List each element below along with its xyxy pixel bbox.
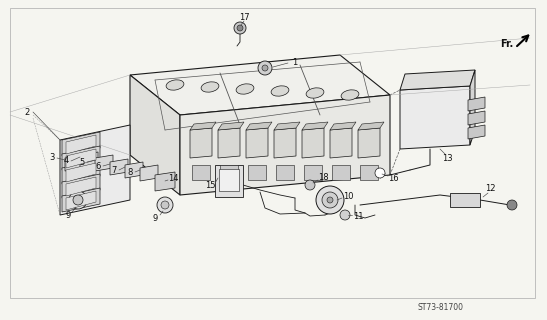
Polygon shape bbox=[65, 155, 83, 171]
Polygon shape bbox=[180, 95, 390, 195]
Bar bbox=[450, 193, 480, 207]
Text: Fr.: Fr. bbox=[501, 39, 514, 49]
Polygon shape bbox=[246, 122, 272, 130]
Polygon shape bbox=[330, 128, 352, 158]
Polygon shape bbox=[400, 86, 470, 149]
Polygon shape bbox=[66, 163, 96, 182]
Ellipse shape bbox=[271, 86, 289, 96]
Text: 4: 4 bbox=[63, 156, 68, 164]
Polygon shape bbox=[62, 188, 100, 212]
Circle shape bbox=[322, 192, 338, 208]
Circle shape bbox=[73, 195, 83, 205]
Circle shape bbox=[375, 168, 385, 178]
Bar bbox=[360, 165, 378, 180]
Circle shape bbox=[316, 186, 344, 214]
Polygon shape bbox=[125, 162, 143, 178]
Polygon shape bbox=[62, 160, 100, 184]
Polygon shape bbox=[60, 125, 130, 215]
Ellipse shape bbox=[201, 82, 219, 92]
Bar bbox=[248, 165, 266, 180]
Circle shape bbox=[161, 201, 169, 209]
Text: 3: 3 bbox=[49, 153, 55, 162]
Polygon shape bbox=[66, 191, 96, 210]
Polygon shape bbox=[468, 97, 485, 111]
Polygon shape bbox=[302, 128, 324, 158]
Text: 7: 7 bbox=[111, 165, 117, 174]
Polygon shape bbox=[218, 128, 240, 158]
Polygon shape bbox=[358, 122, 384, 130]
Polygon shape bbox=[302, 122, 328, 130]
Circle shape bbox=[327, 197, 333, 203]
Text: 14: 14 bbox=[168, 173, 178, 182]
Polygon shape bbox=[95, 155, 113, 171]
Polygon shape bbox=[218, 122, 244, 130]
Bar bbox=[192, 165, 210, 180]
Polygon shape bbox=[110, 159, 128, 175]
Text: 18: 18 bbox=[318, 172, 328, 181]
Circle shape bbox=[69, 191, 87, 209]
Circle shape bbox=[157, 197, 173, 213]
Ellipse shape bbox=[166, 80, 184, 90]
Text: 8: 8 bbox=[127, 167, 133, 177]
Polygon shape bbox=[80, 152, 98, 168]
Polygon shape bbox=[470, 70, 475, 145]
Polygon shape bbox=[130, 55, 390, 115]
Polygon shape bbox=[66, 177, 96, 196]
Polygon shape bbox=[468, 125, 485, 139]
Polygon shape bbox=[468, 111, 485, 125]
Circle shape bbox=[262, 65, 268, 71]
Bar bbox=[332, 165, 350, 180]
Text: 17: 17 bbox=[238, 12, 249, 21]
Text: 9: 9 bbox=[66, 211, 71, 220]
Bar bbox=[219, 169, 239, 191]
Text: 15: 15 bbox=[205, 180, 216, 189]
Bar bbox=[215, 165, 243, 197]
Polygon shape bbox=[400, 70, 475, 90]
Circle shape bbox=[340, 210, 350, 220]
Polygon shape bbox=[358, 128, 380, 158]
Polygon shape bbox=[62, 146, 100, 170]
Polygon shape bbox=[155, 172, 175, 191]
Polygon shape bbox=[274, 128, 296, 158]
Text: 6: 6 bbox=[95, 162, 101, 171]
Circle shape bbox=[305, 180, 315, 190]
Text: 2: 2 bbox=[25, 108, 30, 116]
Polygon shape bbox=[330, 122, 356, 130]
Polygon shape bbox=[140, 165, 158, 181]
Text: 9: 9 bbox=[153, 213, 158, 222]
Text: 5: 5 bbox=[79, 157, 85, 166]
Circle shape bbox=[258, 61, 272, 75]
Polygon shape bbox=[62, 132, 100, 156]
Text: ST73-81700: ST73-81700 bbox=[417, 303, 463, 313]
Circle shape bbox=[237, 25, 243, 31]
Ellipse shape bbox=[306, 88, 324, 98]
Polygon shape bbox=[274, 122, 300, 130]
Polygon shape bbox=[190, 122, 216, 130]
Circle shape bbox=[234, 22, 246, 34]
Text: 12: 12 bbox=[485, 183, 495, 193]
Polygon shape bbox=[66, 149, 96, 168]
Text: 16: 16 bbox=[388, 173, 398, 182]
Ellipse shape bbox=[341, 90, 359, 100]
Text: 10: 10 bbox=[343, 191, 353, 201]
Polygon shape bbox=[130, 75, 180, 195]
Ellipse shape bbox=[236, 84, 254, 94]
Circle shape bbox=[507, 200, 517, 210]
Bar bbox=[304, 165, 322, 180]
Polygon shape bbox=[66, 135, 96, 154]
Polygon shape bbox=[62, 174, 100, 198]
Bar bbox=[220, 165, 238, 180]
Polygon shape bbox=[190, 128, 212, 158]
Bar bbox=[276, 165, 294, 180]
Text: 11: 11 bbox=[353, 212, 363, 220]
Text: 13: 13 bbox=[441, 154, 452, 163]
Text: 1: 1 bbox=[293, 58, 298, 67]
Polygon shape bbox=[246, 128, 268, 158]
